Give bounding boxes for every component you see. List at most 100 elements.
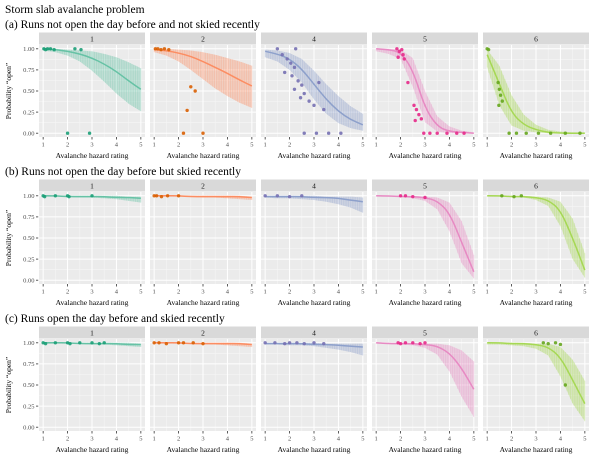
facet-panel-6: 6 1 2 3 4 5 Avalanche hazard rating: [483, 32, 589, 160]
x-tick-label: 5: [472, 289, 475, 296]
data-point: [90, 341, 94, 345]
data-point: [201, 131, 205, 135]
x-tick-label: 3: [312, 436, 315, 443]
panel-geoms: [486, 341, 586, 422]
facet-panel-4: 4 1 2 3 4 5 Avalanche hazard rating: [261, 179, 367, 307]
x-tick-label: 5: [250, 142, 253, 149]
facet-row-b: (b) Runs not open the day before but ski…: [4, 165, 596, 311]
data-point: [400, 47, 404, 52]
x-tick-label: 2: [177, 142, 180, 149]
data-point: [191, 341, 195, 345]
data-point: [53, 194, 58, 198]
data-point: [411, 341, 415, 345]
y-tick-label: 1.00: [23, 340, 34, 347]
x-tick-label: 1: [264, 142, 267, 149]
x-tick-label: 2: [288, 142, 291, 149]
x-tick-label: 3: [423, 436, 426, 443]
data-point: [292, 65, 297, 70]
x-tick-label: 1: [264, 436, 267, 443]
data-point: [312, 341, 316, 345]
x-axis-title: Avalanche hazard rating: [56, 298, 129, 307]
data-point: [413, 118, 417, 123]
x-tick-label: 3: [90, 436, 93, 443]
data-point: [287, 341, 292, 345]
x-axis-title: Avalanche hazard rating: [278, 298, 351, 307]
data-point: [185, 108, 189, 113]
x-tick-label: 4: [115, 436, 119, 443]
data-point: [406, 80, 410, 85]
x-tick-label: 5: [472, 436, 475, 443]
data-point: [498, 93, 503, 97]
x-tick-label: 1: [375, 142, 378, 149]
x-tick-label: 2: [510, 142, 513, 149]
facet-strip: [483, 32, 589, 45]
x-tick-label: 3: [201, 289, 204, 296]
x-tick-label: 4: [226, 142, 230, 149]
y-tick-label: 0.00: [23, 277, 34, 284]
data-point: [514, 131, 519, 135]
data-point: [553, 341, 558, 345]
data-point: [496, 80, 500, 85]
data-point: [578, 131, 582, 135]
data-point: [317, 80, 321, 85]
facet-strip-label: 1: [90, 182, 94, 191]
data-point: [153, 47, 158, 51]
x-axis-title: Avalanche hazard rating: [167, 445, 240, 454]
data-point: [519, 194, 524, 198]
x-tick-label: 3: [534, 142, 537, 149]
data-point: [275, 47, 280, 51]
facet-strip: [483, 179, 589, 192]
data-point: [300, 194, 304, 198]
data-point: [78, 341, 82, 345]
mean-curve: [154, 48, 253, 87]
data-point: [411, 194, 415, 199]
x-tick-label: 5: [583, 289, 586, 296]
x-axis-title: Avalanche hazard rating: [389, 298, 462, 307]
data-point: [48, 47, 53, 51]
x-tick-label: 4: [448, 289, 452, 296]
y-tick-label: 0.00: [23, 424, 34, 431]
x-tick-label: 5: [139, 142, 142, 149]
x-tick-label: 5: [361, 142, 364, 149]
facet-strip: [150, 179, 256, 192]
x-tick-label: 3: [534, 436, 537, 443]
x-tick-label: 1: [42, 142, 45, 149]
mean-curve: [487, 195, 586, 271]
data-point: [497, 103, 501, 108]
facet-strip: [372, 179, 478, 192]
data-point: [42, 194, 47, 199]
panel-geoms: [41, 341, 142, 348]
facet-strip-label: 6: [534, 182, 538, 191]
y-tick-label: 0.50: [23, 235, 34, 242]
x-tick-label: 2: [177, 436, 180, 443]
facet-panel-5: 5 1 2 3 4 5 Avalanche hazard rating: [372, 179, 478, 307]
panel-geoms: [263, 194, 364, 213]
data-point: [524, 131, 528, 135]
x-tick-label: 4: [559, 436, 563, 443]
facet-panel-5: 5 1 2 3 4 5 Avalanche hazard rating: [372, 326, 478, 454]
data-point: [290, 74, 294, 78]
facet-strip: [372, 326, 478, 339]
facet-row-a: (a) Runs not open the day before and not…: [4, 18, 596, 164]
x-tick-label: 3: [312, 142, 315, 149]
x-tick-label: 4: [559, 142, 563, 149]
x-tick-label: 2: [399, 289, 402, 296]
panel-geoms: [375, 47, 475, 135]
data-point: [52, 47, 56, 52]
y-tick-label: 0.75: [23, 361, 34, 368]
data-point: [423, 341, 427, 345]
facet-strip: [150, 326, 256, 339]
facet-strip-label: 5: [423, 35, 427, 44]
data-point: [65, 131, 70, 135]
data-point: [497, 87, 502, 92]
data-point: [102, 341, 106, 345]
facet-strip-label: 2: [201, 329, 205, 338]
data-point: [403, 194, 408, 198]
x-tick-label: 1: [153, 289, 156, 296]
data-point: [152, 341, 156, 345]
y-tick-label: 0.00: [23, 130, 34, 137]
x-tick-label: 1: [42, 289, 45, 296]
facet-row-c: (c) Runs open the day before and skied r…: [4, 312, 596, 458]
data-point: [164, 341, 169, 346]
panel-geoms: [375, 341, 475, 418]
